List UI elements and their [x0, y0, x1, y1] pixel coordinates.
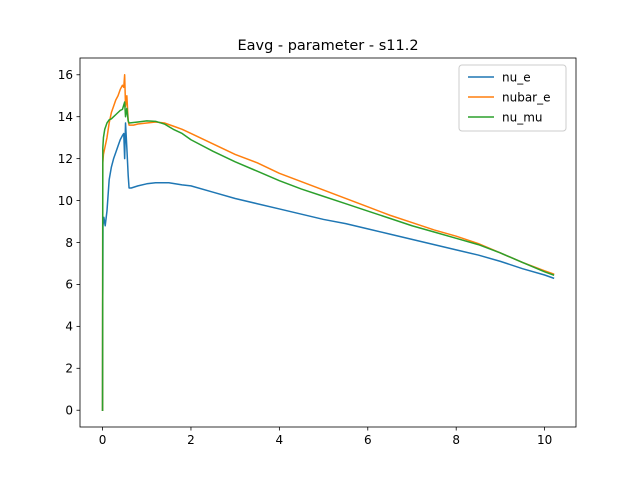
- x-tick-label: 8: [452, 433, 460, 447]
- y-tick-label: 8: [65, 236, 73, 250]
- axes-layer: 0 2 4 6 8 10 0 2 4 6 8 10 12 14 16: [58, 57, 577, 447]
- y-tick-label: 4: [65, 320, 73, 334]
- y-tick-label: 2: [65, 362, 73, 376]
- y-tick-label: 6: [65, 278, 73, 292]
- x-tick-label: 2: [187, 433, 195, 447]
- y-tick-label: 12: [58, 152, 73, 166]
- y-tick-label: 14: [58, 110, 73, 124]
- chart-title: Eavg - parameter - s11.2: [237, 38, 418, 54]
- y-tick-label: 0: [65, 404, 73, 418]
- legend-label-nu-mu: nu_mu: [502, 111, 543, 125]
- x-tick-label: 0: [99, 433, 107, 447]
- x-tick-label: 4: [276, 433, 284, 447]
- legend-label-nu-e: nu_e: [502, 71, 531, 85]
- legend-box: [458, 64, 567, 132]
- series-line-nu-e: [101, 122, 555, 411]
- x-tick-label: 10: [537, 433, 552, 447]
- series-line-nubar-e: [101, 74, 555, 411]
- series-line-nu-mu: [101, 101, 555, 411]
- legend-label-nubar-e: nubar_e: [502, 91, 551, 105]
- legend: nu_e nubar_e nu_mu: [458, 64, 567, 132]
- y-tick-label: 16: [58, 68, 73, 82]
- series-layer: [101, 74, 555, 411]
- x-tick-label: 6: [364, 433, 372, 447]
- y-tick-label: 10: [58, 194, 73, 208]
